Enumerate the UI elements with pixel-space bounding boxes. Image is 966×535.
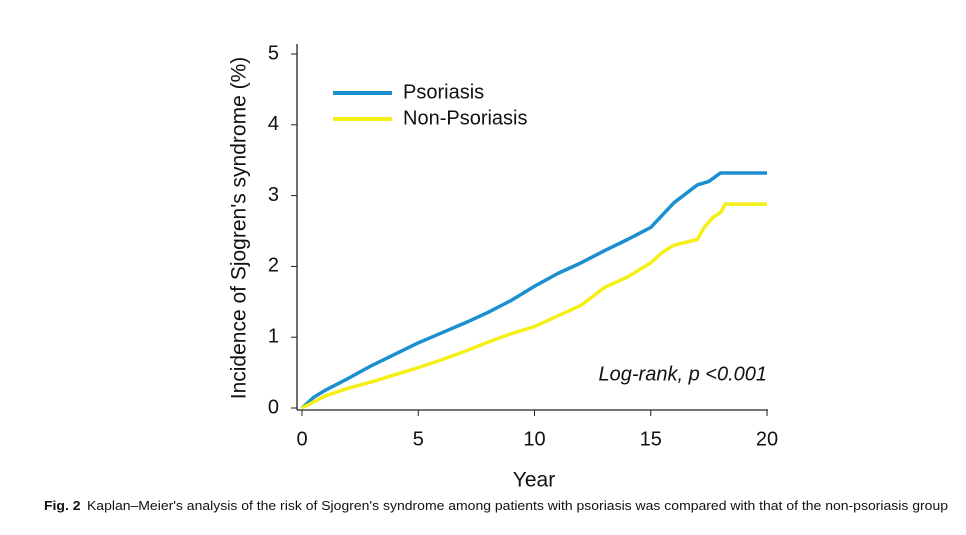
series-line [301,202,767,410]
y-tick-label: 4 [268,113,279,135]
legend-label: Non-Psoriasis [403,107,527,129]
caption: Fig. 2 Kaplan–Meier's analysis of the ris… [44,498,948,513]
x-tick-label: 5 [413,428,424,450]
y-axis-title: Incidence of Sjogren's syndrome (%) [228,57,251,400]
x-axis-title: Year [513,469,555,492]
y-tick-label: 5 [268,42,279,64]
series-line [300,171,767,410]
x-tick-label: 20 [756,428,778,450]
x-tick-label: 10 [523,428,545,450]
y-tick-label: 2 [268,255,279,277]
y-tick-label: 0 [268,396,279,418]
x-tick-label: 0 [296,428,307,450]
y-tick-label: 1 [268,325,279,347]
caption-text: Kaplan–Meier's analysis of the risk of S… [87,498,948,513]
annotation: Log-rank, p <0.001 [599,363,767,385]
caption-label: Fig. 2 [44,498,81,513]
legend-label: Psoriasis [403,81,484,103]
y-tick-label: 3 [268,184,279,206]
x-tick-label: 15 [640,428,662,450]
